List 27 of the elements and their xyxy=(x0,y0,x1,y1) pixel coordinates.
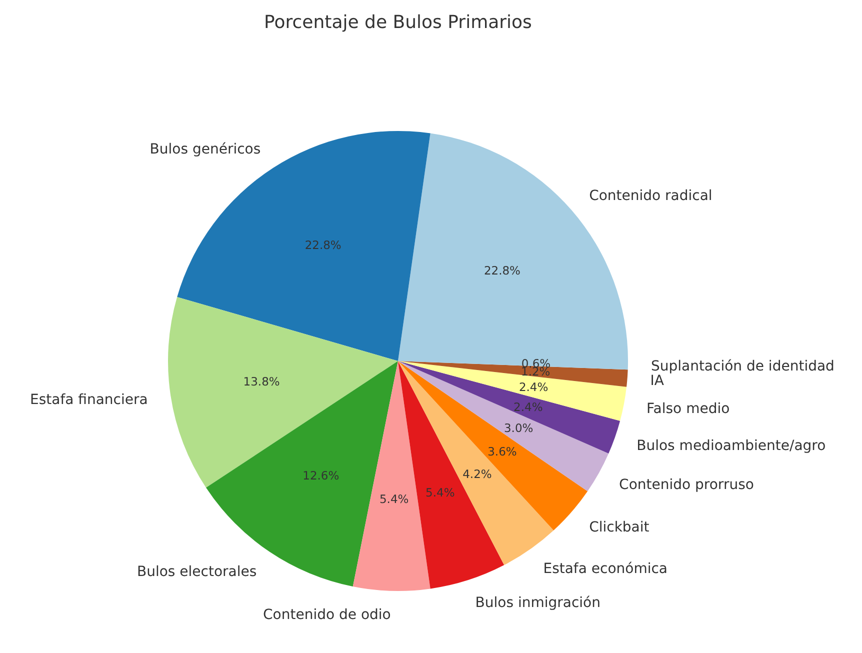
slice-label: Estafa económica xyxy=(543,561,668,578)
data-label: 3.6% xyxy=(488,444,517,458)
data-label: 5.4% xyxy=(426,485,455,500)
pie-slice xyxy=(398,361,627,421)
slice-label: Bulos medioambiente/agro xyxy=(636,438,826,454)
data-label: 5.4% xyxy=(379,492,409,506)
slice-label: Bulos genéricos xyxy=(150,141,261,158)
slice-label: Contenido radical xyxy=(589,188,712,204)
slice-label: Bulos electorales xyxy=(137,564,257,580)
data-label: 2.4% xyxy=(514,400,543,414)
data-label: 22.8% xyxy=(304,238,342,252)
slice-label: Falso medio xyxy=(646,401,730,418)
data-label: 4.2% xyxy=(462,467,492,482)
pie-slice xyxy=(168,296,398,488)
slice-label: Suplantación de identidad xyxy=(650,358,834,375)
slice-label: Contenido de odio xyxy=(263,606,391,623)
data-label: 22.8% xyxy=(484,264,521,278)
slice-label: Contenido prorruso xyxy=(619,476,754,493)
data-label: 3.0% xyxy=(504,421,534,436)
chart-title: Porcentaje de Bulos Primarios xyxy=(264,12,532,33)
slice-label: Bulos inmigración xyxy=(475,594,600,611)
data-label: 13.8% xyxy=(243,374,280,389)
data-label: 12.6% xyxy=(302,468,340,482)
slice-label: Estafa financiera xyxy=(30,392,148,408)
data-label: 2.4% xyxy=(518,380,548,394)
slice-label: IA xyxy=(650,372,664,389)
slice-label: Clickbait xyxy=(589,520,650,536)
